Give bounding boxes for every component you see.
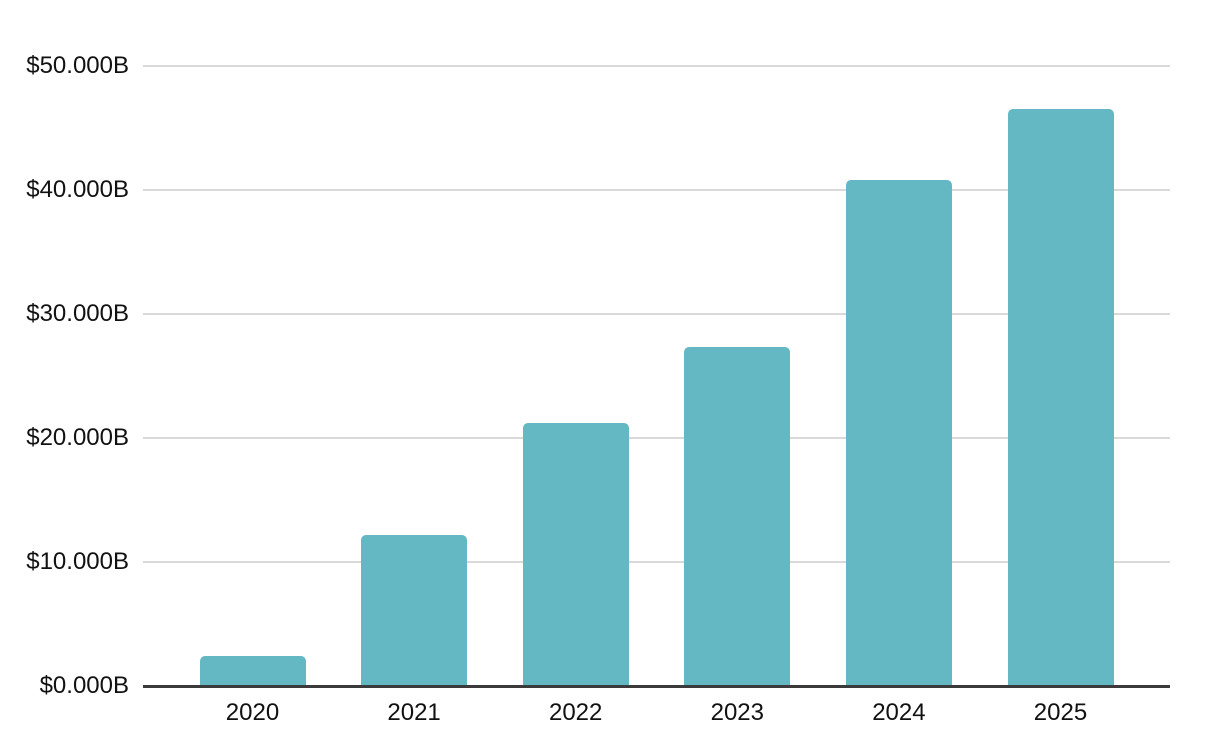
x-tick-label-2020: 2020	[225, 699, 280, 726]
x-tick-label-2025: 2025	[1033, 699, 1088, 726]
x-axis-line	[143, 685, 1170, 688]
gridline-$40.000B	[143, 189, 1170, 191]
gridline-$50.000B	[143, 65, 1170, 67]
x-tick-label-2023: 2023	[710, 699, 764, 726]
bar-2020	[199, 656, 306, 686]
x-tick-label-2024: 2024	[872, 699, 926, 726]
y-tick-label: $10.000B	[26, 548, 129, 575]
bar-2025	[1007, 109, 1114, 686]
bar-2023	[684, 347, 791, 686]
y-tick-label: $40.000B	[26, 176, 129, 203]
y-tick-label: $50.000B	[26, 52, 129, 79]
y-tick-label: $20.000B	[26, 424, 129, 451]
bar-2024	[845, 180, 952, 686]
gridline-$10.000B	[143, 561, 1170, 563]
bar-2022	[522, 423, 629, 686]
gridline-$20.000B	[143, 437, 1170, 439]
x-tick-label-2021: 2021	[387, 699, 441, 726]
gridline-$30.000B	[143, 313, 1170, 315]
y-tick-label: $0.000B	[39, 672, 129, 699]
y-tick-label: $30.000B	[26, 300, 129, 327]
bar-2021	[361, 534, 468, 686]
x-tick-label-2022: 2022	[548, 699, 603, 726]
